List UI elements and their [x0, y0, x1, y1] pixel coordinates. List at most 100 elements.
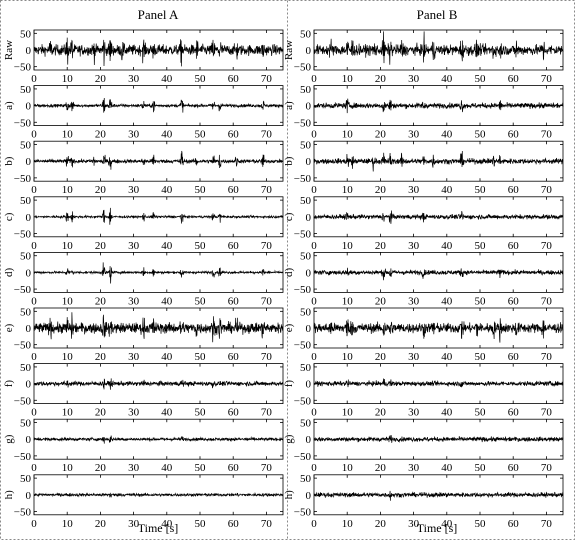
x-tick-label: 70	[261, 295, 273, 307]
signal-trace	[33, 312, 284, 343]
x-tick-label: 70	[261, 462, 273, 474]
x-tick-label: 40	[441, 240, 453, 252]
y-tick-label: −50	[294, 395, 312, 407]
x-tick-label: 60	[508, 184, 520, 196]
y-tick-label: −50	[14, 395, 32, 407]
y-tick-label: 50	[300, 84, 312, 96]
signal-trace	[33, 491, 284, 498]
x-tick-label: 10	[342, 129, 354, 141]
x-tick-label: 10	[62, 407, 74, 419]
panel-b-subplot-6: 500−500 10 20 30 40 50 60 70f)	[283, 362, 564, 419]
series-label: c)	[3, 212, 15, 221]
panel-b-xlabel: Time [s]	[417, 521, 458, 535]
series-label: f)	[3, 380, 15, 388]
x-tick-label: 0	[311, 240, 317, 252]
x-tick-label: 50	[195, 351, 207, 363]
x-tick-label: 10	[62, 240, 74, 252]
panel-a-subplot-7: 500−500 10 20 30 40 50 60 70g)	[3, 418, 284, 474]
x-tick-label: 20	[95, 240, 107, 252]
x-tick-label: 0	[31, 129, 37, 141]
x-tick-label: 0	[31, 240, 37, 252]
series-label: f)	[283, 380, 295, 388]
x-tick-label: 20	[375, 518, 387, 530]
x-tick-label: 20	[375, 462, 387, 474]
panel-b-title: Panel B	[417, 7, 458, 22]
x-tick-label: 70	[541, 184, 553, 196]
x-tick-label: 50	[475, 518, 487, 530]
x-tick-label: 70	[541, 351, 553, 363]
x-tick-label: 0	[311, 184, 317, 196]
x-tick-label: 70	[261, 184, 273, 196]
x-tick-label: 50	[195, 295, 207, 307]
x-tick-label: 40	[441, 518, 453, 530]
y-tick-label: −50	[294, 62, 312, 74]
y-tick-label: 0	[26, 267, 32, 279]
series-label: b)	[283, 156, 295, 166]
x-tick-label: 40	[161, 462, 173, 474]
x-tick-label: 40	[161, 129, 173, 141]
series-label: d)	[3, 267, 15, 277]
x-tick-label: 0	[31, 518, 37, 530]
y-tick-label: 50	[300, 251, 312, 263]
x-tick-label: 30	[128, 351, 140, 363]
x-tick-label: 10	[62, 184, 74, 196]
x-tick-label: 20	[95, 295, 107, 307]
y-tick-label: −50	[294, 117, 312, 129]
x-tick-label: 20	[375, 295, 387, 307]
y-tick-label: 0	[26, 379, 32, 391]
y-tick-label: 50	[300, 473, 312, 485]
y-tick-label: 0	[26, 212, 32, 224]
x-tick-label: 20	[95, 73, 107, 85]
x-tick-label: 20	[95, 462, 107, 474]
x-tick-label: 10	[342, 184, 354, 196]
y-tick-label: 0	[306, 212, 312, 224]
y-tick-label: 0	[306, 379, 312, 391]
x-tick-label: 60	[228, 240, 240, 252]
x-tick-label: 30	[128, 129, 140, 141]
signal-trace	[313, 98, 564, 114]
x-tick-label: 60	[508, 351, 520, 363]
x-tick-label: 10	[62, 73, 74, 85]
series-label: c)	[283, 212, 295, 221]
x-tick-label: 10	[62, 462, 74, 474]
signal-trace	[313, 210, 564, 224]
x-tick-label: 10	[342, 462, 354, 474]
y-tick-label: 0	[306, 434, 312, 446]
x-tick-label: 50	[475, 240, 487, 252]
series-label: h)	[283, 490, 295, 500]
y-tick-label: 0	[26, 490, 32, 502]
y-tick-label: 50	[20, 418, 32, 430]
x-tick-label: 0	[311, 295, 317, 307]
y-tick-label: 50	[300, 418, 312, 430]
x-tick-label: 60	[228, 462, 240, 474]
x-tick-label: 0	[31, 407, 37, 419]
y-tick-label: −50	[14, 62, 32, 74]
y-tick-label: 50	[20, 251, 32, 263]
x-tick-label: 40	[161, 240, 173, 252]
x-tick-label: 0	[31, 184, 37, 196]
x-tick-label: 10	[342, 518, 354, 530]
x-tick-label: 60	[228, 351, 240, 363]
x-tick-label: 50	[195, 184, 207, 196]
x-tick-label: 0	[311, 518, 317, 530]
x-tick-label: 50	[475, 351, 487, 363]
series-label: e)	[283, 323, 295, 332]
panel-b: Panel B Time [s] 500−500 10 20 30 40 50 60 70Ra…	[283, 7, 564, 535]
x-tick-label: 70	[541, 518, 553, 530]
x-tick-label: 50	[195, 240, 207, 252]
y-tick-label: −50	[14, 506, 32, 518]
x-tick-label: 30	[128, 184, 140, 196]
x-tick-label: 10	[62, 129, 74, 141]
x-tick-label: 60	[228, 184, 240, 196]
y-tick-label: 0	[306, 101, 312, 113]
y-tick-label: 0	[306, 323, 312, 335]
panel-a-subplot-5: 500−500 10 20 30 40 50 60 70e)	[3, 306, 284, 363]
y-tick-label: 50	[20, 28, 32, 40]
x-tick-label: 50	[475, 295, 487, 307]
x-tick-label: 30	[408, 351, 420, 363]
x-tick-label: 20	[95, 129, 107, 141]
x-tick-label: 60	[508, 129, 520, 141]
